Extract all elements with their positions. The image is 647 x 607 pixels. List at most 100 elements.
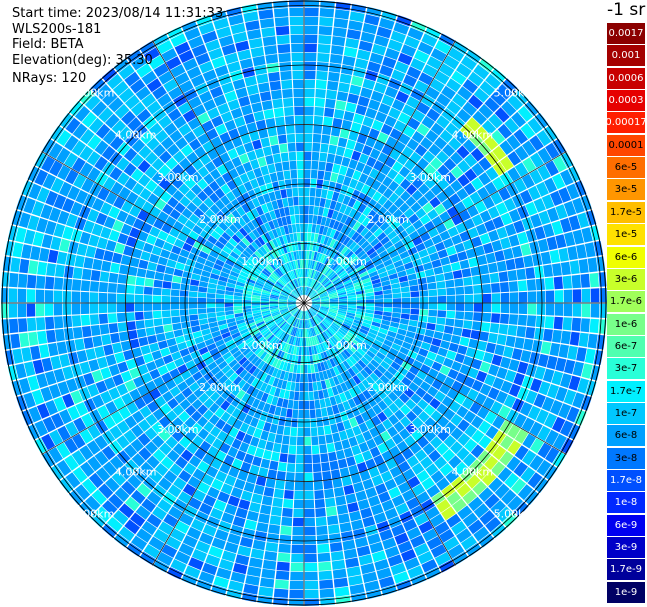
ray-gate	[410, 58, 426, 71]
ray-gate	[296, 288, 301, 296]
colorbar-cell: 1.7e-8	[607, 469, 645, 491]
ray-gate	[171, 177, 184, 189]
ray-gate	[190, 410, 202, 422]
ray-gate	[330, 551, 344, 561]
ray-gate	[189, 285, 199, 292]
ray-gate	[367, 61, 381, 73]
ray-gate	[18, 273, 28, 288]
ray-gate	[325, 162, 334, 172]
ray-gate	[97, 237, 108, 250]
ray-gate	[456, 63, 472, 78]
ray-gate	[142, 115, 157, 130]
ray-gate	[161, 223, 173, 234]
ray-gate	[146, 100, 162, 115]
ray-gate	[322, 278, 330, 286]
ray-gate	[323, 116, 333, 127]
ray-gate	[348, 329, 358, 337]
ray-gate	[495, 202, 508, 216]
ray-gate	[262, 193, 271, 203]
ray-gate	[321, 321, 329, 329]
ray-gate	[310, 427, 318, 437]
ray-gate	[95, 380, 108, 394]
ray-gate	[352, 221, 362, 231]
ray-gate	[473, 303, 483, 312]
ray-gate	[208, 546, 223, 559]
ray-gate	[347, 197, 357, 208]
ray-gate	[260, 430, 269, 441]
ray-gate	[307, 223, 313, 233]
ray-gate	[132, 182, 145, 196]
ray-gate	[198, 313, 208, 320]
ray-gate	[327, 287, 336, 293]
ray-gate	[220, 271, 230, 279]
ray-gate	[364, 288, 374, 294]
ray-gate	[258, 338, 267, 347]
ray-gate	[356, 403, 366, 414]
ray-gate	[552, 451, 568, 469]
ray-gate	[136, 483, 152, 498]
ray-gate	[535, 278, 545, 291]
ray-gate	[296, 310, 301, 318]
ray-gate	[147, 193, 159, 206]
ray-gate	[454, 130, 468, 145]
ray-gate	[416, 491, 431, 504]
ray-gate	[105, 354, 117, 366]
ray-gate	[517, 361, 529, 375]
ray-gate	[123, 245, 134, 257]
ray-gate	[203, 225, 214, 235]
ray-gate	[227, 61, 241, 73]
ray-gate	[207, 107, 220, 120]
ray-gate	[172, 322, 182, 331]
ray-gate	[149, 342, 160, 353]
ray-gate	[336, 0, 353, 2]
ray-gate	[328, 311, 337, 316]
ray-gate	[384, 438, 396, 450]
ray-gate	[479, 383, 492, 396]
ray-gate	[157, 256, 168, 266]
ray-gate	[537, 353, 549, 368]
ray-gate	[280, 189, 287, 199]
ray-gate	[50, 236, 62, 251]
ray-gate	[335, 100, 347, 111]
ray-gate	[383, 356, 394, 366]
ray-gate	[479, 510, 496, 526]
ray-gate	[91, 101, 107, 117]
ray-gate	[507, 167, 521, 182]
ray-gate	[218, 73, 232, 86]
ray-gate	[297, 287, 302, 296]
ray-gate	[65, 117, 81, 134]
ray-gate	[471, 177, 484, 191]
ray-gate	[407, 27, 424, 41]
ray-gate	[311, 305, 320, 308]
ray-gate	[318, 206, 324, 216]
ray-gate	[352, 339, 361, 348]
ray-gate	[219, 250, 230, 259]
ray-gate	[388, 516, 402, 529]
ray-gate	[275, 570, 290, 580]
ray-gate	[62, 303, 72, 315]
ray-gate	[353, 113, 365, 125]
ray-gate	[225, 355, 235, 365]
ray-gate	[216, 567, 232, 580]
ray-gate	[288, 298, 297, 302]
ray-gate	[87, 134, 102, 150]
ray-gate	[199, 532, 214, 545]
ray-gate	[315, 516, 327, 527]
ray-gate	[166, 338, 177, 347]
ray-gate	[365, 458, 377, 470]
ray-gate	[182, 483, 196, 497]
ray-gate	[173, 268, 184, 277]
ray-gate	[233, 176, 243, 187]
ray-gate	[206, 254, 217, 263]
ray-gate	[362, 450, 373, 461]
ray-gate	[184, 219, 196, 230]
ray-gate	[304, 7, 319, 17]
ray-gate	[348, 208, 357, 218]
ray-gate	[284, 179, 292, 189]
ray-gate	[246, 221, 256, 231]
ray-gate	[111, 471, 127, 486]
ray-gate	[427, 209, 439, 220]
ray-gate	[236, 195, 246, 206]
ray-gate	[375, 423, 387, 434]
ray-gate	[195, 540, 211, 554]
